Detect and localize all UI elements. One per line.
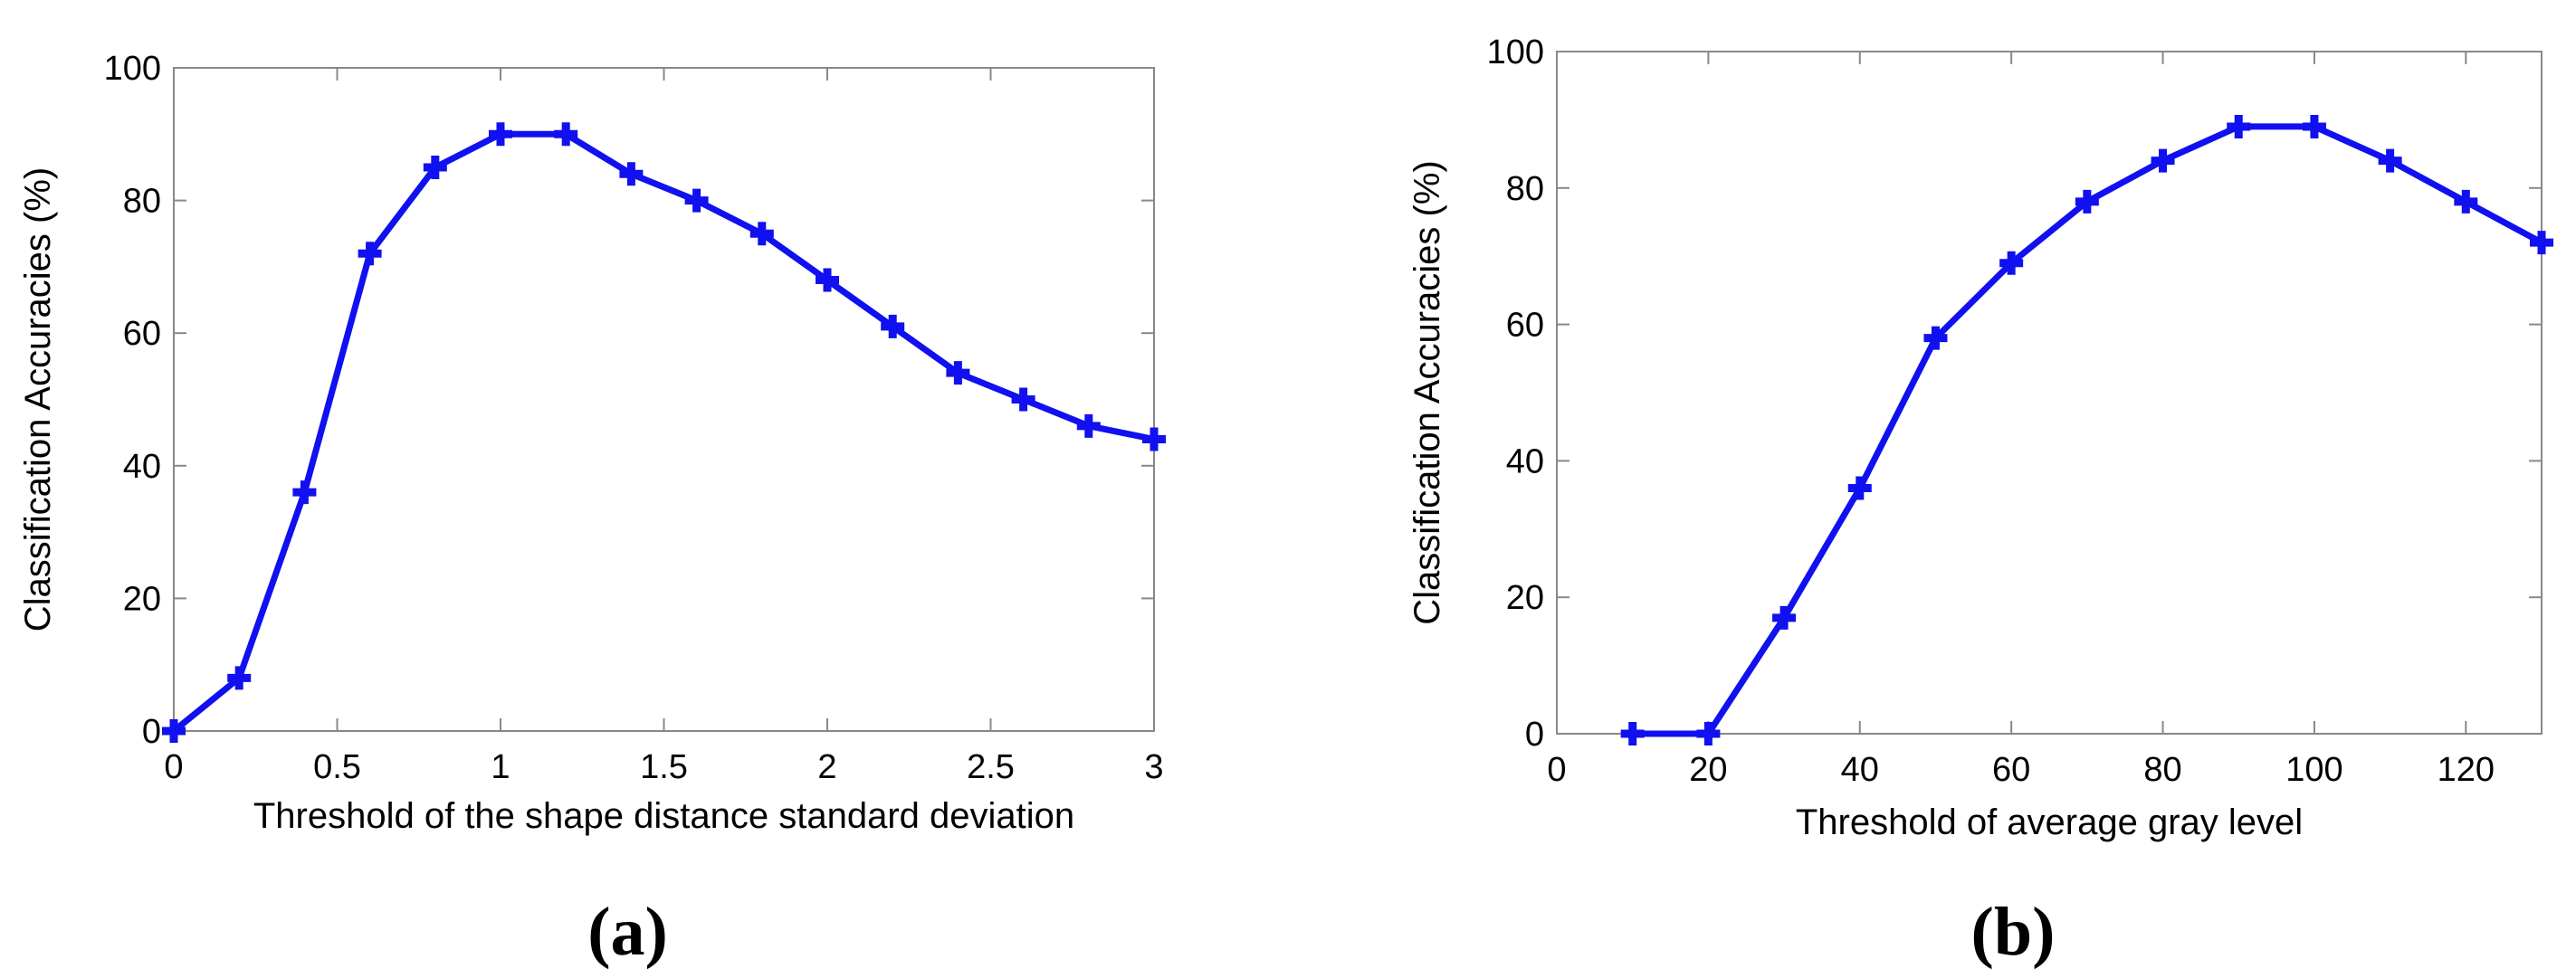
data-point-marker <box>554 122 578 147</box>
x-tick-label: 2 <box>817 748 836 786</box>
x-tick-label: 20 <box>1689 751 1727 789</box>
data-point-marker <box>1696 722 1721 745</box>
data-point-marker <box>2530 231 2553 255</box>
x-tick-label: 0 <box>164 748 183 786</box>
x-tick-label: 100 <box>2285 751 2342 789</box>
x-tick-label: 80 <box>2143 751 2181 789</box>
y-axis-label: Classification Accuracies (%) <box>1407 160 1447 625</box>
x-tick-label: 1.5 <box>640 748 688 786</box>
y-tick-label: 100 <box>1487 33 1544 71</box>
y-tick-label: 0 <box>142 713 161 751</box>
series-line <box>171 130 1155 734</box>
data-point-marker <box>1076 413 1101 438</box>
y-tick-label: 0 <box>1525 716 1544 754</box>
x-tick-label: 2.5 <box>967 748 1015 786</box>
data-point-marker <box>749 222 774 246</box>
data-point-marker <box>292 480 317 505</box>
data-point-marker <box>2454 189 2478 214</box>
data-point-marker <box>1011 387 1035 412</box>
data-point-marker <box>1923 326 1948 350</box>
y-tick-label: 40 <box>1506 442 1544 480</box>
data-point-marker <box>2075 189 2099 214</box>
x-tick-label: 60 <box>1992 751 2030 789</box>
data-point-marker <box>2227 114 2251 138</box>
data-point-marker <box>1847 476 1872 500</box>
data-point-marker <box>1999 251 2024 275</box>
data-point-marker <box>227 666 252 690</box>
y-tick-label: 80 <box>123 183 161 221</box>
data-point-marker <box>881 314 905 338</box>
data-point-marker <box>489 122 512 147</box>
x-tick-label: 0 <box>1547 751 1566 789</box>
chart-panel-b: 0 20 40 60 80 100 120 0 20 40 60 80 100 Threshold of … <box>1407 33 2553 970</box>
y-tick-label: 20 <box>1506 579 1544 617</box>
data-point-marker <box>1142 427 1166 451</box>
y-axis-label: Classification Accuracies (%) <box>18 167 58 632</box>
chart-panel-a: 0 0.5 1 1.5 2 2.5 3 0 20 40 60 80 100 Threshold of th… <box>18 50 1166 970</box>
y-tick-label: 80 <box>1506 170 1544 208</box>
data-point-marker <box>816 268 839 292</box>
data-point-marker <box>2378 148 2402 173</box>
panel-label: (b) <box>1971 894 2056 970</box>
data-point-marker <box>1772 605 1797 630</box>
y-tick-label: 60 <box>123 315 161 353</box>
x-axis-label: Threshold of the shape distance standard… <box>253 796 1074 836</box>
data-point-marker <box>358 242 382 266</box>
data-point-marker <box>684 188 709 213</box>
plot-frame <box>173 67 1155 732</box>
data-point-marker <box>2302 114 2326 138</box>
y-tick-label: 100 <box>104 50 161 88</box>
data-point-marker <box>162 719 186 743</box>
plot-frame <box>1556 51 2543 735</box>
x-axis-label: Threshold of average gray level <box>1796 802 2303 842</box>
y-tick-label: 20 <box>123 580 161 618</box>
y-tick-label: 60 <box>1506 307 1544 345</box>
x-tick-label: 40 <box>1841 751 1879 789</box>
x-tick-label: 3 <box>1144 748 1163 786</box>
data-point-marker <box>423 155 447 179</box>
data-point-marker <box>946 361 970 385</box>
data-point-marker <box>1620 722 1645 745</box>
data-point-marker <box>619 162 644 186</box>
x-tick-label: 120 <box>2438 751 2495 789</box>
x-tick-label: 0.5 <box>313 748 361 786</box>
series-line <box>1632 123 2543 737</box>
panel-label: (a) <box>587 894 668 970</box>
data-point-marker <box>2151 148 2175 173</box>
x-tick-label: 1 <box>491 748 510 786</box>
y-tick-label: 40 <box>123 448 161 486</box>
